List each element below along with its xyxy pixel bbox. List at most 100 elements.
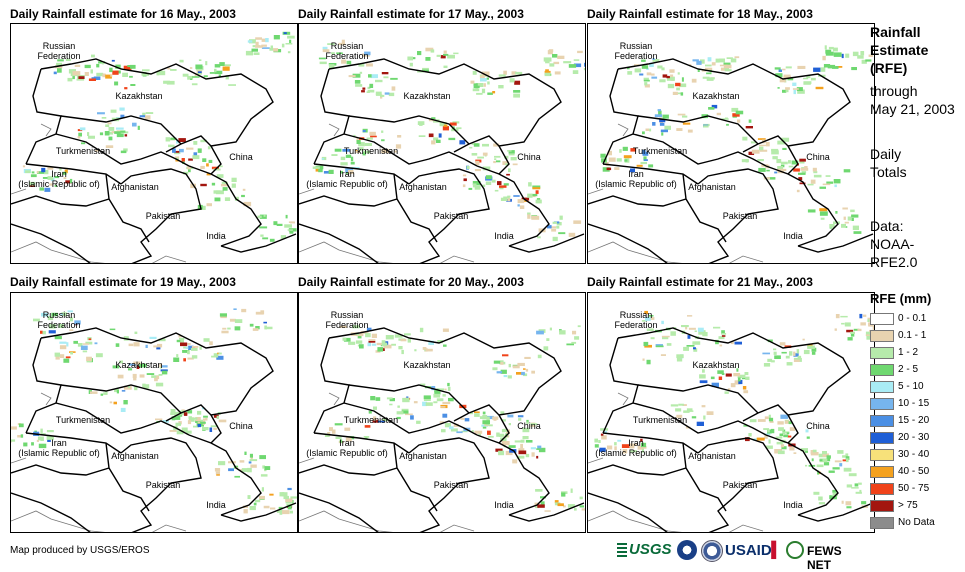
country-border	[210, 145, 222, 175]
legend-label: 30 - 40	[898, 449, 930, 460]
legend-label: 0.1 - 1	[898, 330, 927, 341]
rainfall-map-16: Russian Federation Kazakhstan Turkmenistan I…	[10, 23, 298, 264]
legend-swatch	[870, 364, 894, 376]
map-canvas	[299, 39, 585, 263]
legend-label: 10 - 15	[898, 398, 930, 409]
country-border	[682, 442, 727, 512]
legend-label: No Data	[898, 517, 935, 528]
country-label-afghanistan: Afghanistan	[688, 451, 736, 461]
country-label-turkmenistan: Turkmenistan	[55, 146, 111, 156]
country-label-china: China	[517, 152, 541, 162]
country-label-india: India	[206, 500, 226, 510]
country-border	[60, 115, 182, 145]
legend-swatch	[870, 381, 894, 393]
coastline	[11, 241, 106, 263]
coastline	[299, 241, 394, 263]
rfe-heading-line-2: Estimate	[870, 42, 929, 58]
legend-label: 40 - 50	[898, 466, 930, 477]
fews-net-logo: FEWS NET	[807, 544, 842, 572]
country-label-turkmenistan: Turkmenistan	[55, 415, 111, 425]
country-label-india: India	[783, 500, 803, 510]
country-border	[188, 165, 262, 247]
coastline	[328, 392, 340, 406]
rfe-heading: Rainfall Estimate (RFE)	[870, 23, 928, 77]
country-border	[408, 168, 490, 263]
country-border	[765, 165, 839, 247]
legend-swatch	[870, 483, 894, 495]
daily-totals: Daily Totals	[870, 145, 907, 181]
country-label-russia: Russian Federation	[325, 310, 369, 330]
rainfall-map-20: Russian Federation Kazakhstan Turkmenistan I…	[298, 292, 586, 533]
country-label-pakistan: Pakistan	[145, 480, 181, 490]
data-source: Data: NOAA- RFE2.0	[870, 217, 917, 271]
country-label-russia: Russian Federation	[37, 41, 81, 61]
country-label-pakistan: Pakistan	[433, 211, 469, 221]
rainfall-map-18: Russian Federation Kazakhstan Turkmenistan I…	[587, 23, 875, 264]
country-border	[632, 133, 767, 167]
country-label-pakistan: Pakistan	[722, 480, 758, 490]
coastline	[588, 510, 683, 532]
totals-line-1: Daily	[870, 146, 902, 162]
country-border	[40, 327, 274, 422]
legend-swatch	[870, 330, 894, 342]
country-border	[313, 432, 410, 454]
country-border	[393, 442, 438, 512]
country-border	[617, 327, 851, 422]
usaid-logo-text: USAID	[725, 542, 772, 559]
country-label-kazakhstan: Kazakhstan	[692, 360, 740, 370]
rfe-heading-line-1: Rainfall	[870, 24, 921, 40]
country-label-afghanistan: Afghanistan	[111, 182, 159, 192]
country-border	[637, 384, 759, 414]
country-border	[25, 432, 122, 454]
panel-title-18: Daily Rainfall estimate for 18 May., 200…	[587, 7, 813, 21]
legend-label: 5 - 10	[898, 381, 924, 392]
coastline	[729, 255, 764, 263]
panel-title-16: Daily Rainfall estimate for 16 May., 200…	[10, 7, 236, 21]
coastline	[299, 188, 315, 195]
country-border	[632, 402, 767, 436]
through-line-2: May 21, 2003	[870, 101, 955, 117]
country-label-iran: Iran (Islamic Republic of)	[18, 169, 100, 189]
coastline	[11, 510, 106, 532]
country-border	[328, 327, 562, 422]
country-label-china: China	[517, 421, 541, 431]
country-label-russia: Russian Federation	[614, 310, 658, 330]
country-border	[11, 223, 91, 263]
through-line-1: through	[870, 83, 918, 99]
usgs-logo-text: USGS	[629, 541, 672, 558]
country-label-china: China	[806, 152, 830, 162]
country-border	[120, 437, 202, 532]
country-border	[697, 437, 779, 532]
coastline	[299, 457, 315, 464]
map-canvas	[588, 45, 874, 263]
legend-label: 2 - 5	[898, 364, 919, 375]
country-label-iran: Iran (Islamic Republic of)	[18, 438, 100, 458]
country-border	[299, 464, 398, 476]
country-border	[393, 173, 438, 243]
panel-title-21: Daily Rainfall estimate for 21 May., 200…	[587, 275, 813, 289]
legend-label: 50 - 75	[898, 483, 930, 494]
country-border	[11, 492, 91, 532]
country-border	[60, 384, 182, 414]
country-label-china: China	[229, 421, 253, 431]
totals-line-2: Totals	[870, 164, 907, 180]
country-label-afghanistan: Afghanistan	[688, 182, 736, 192]
map-canvas	[588, 310, 874, 532]
rainfall-field	[324, 325, 585, 512]
country-border	[588, 464, 687, 476]
legend-title: RFE (mm)	[870, 291, 932, 306]
rainfall-map-19: Russian Federation Kazakhstan Turkmenistan I…	[10, 292, 298, 533]
through-date: through May 21, 2003	[870, 82, 955, 118]
country-border	[408, 437, 490, 532]
country-label-kazakhstan: Kazakhstan	[115, 360, 163, 370]
legend-swatch	[870, 500, 894, 512]
coastline	[11, 457, 27, 464]
map-canvas	[11, 31, 297, 263]
legend-swatch	[870, 449, 894, 461]
country-border	[476, 434, 550, 516]
coastline	[299, 510, 394, 532]
legend-swatch	[870, 415, 894, 427]
country-label-russia: Russian Federation	[37, 310, 81, 330]
coastline	[440, 524, 475, 532]
coastline	[617, 392, 629, 406]
